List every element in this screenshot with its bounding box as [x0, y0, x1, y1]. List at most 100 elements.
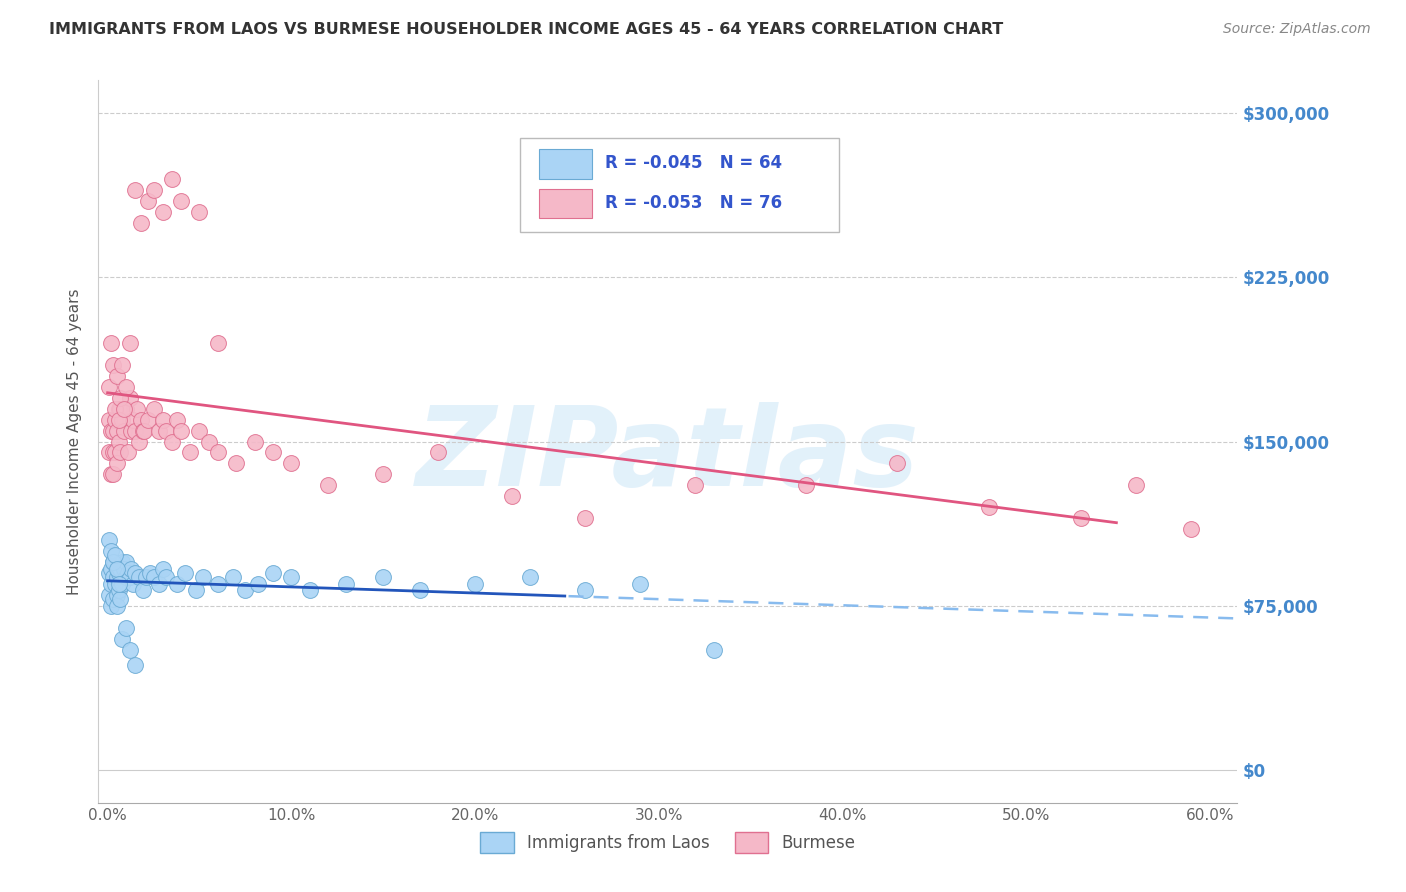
Point — [139, 566, 162, 580]
Point — [280, 570, 302, 584]
FancyBboxPatch shape — [520, 138, 839, 232]
Point — [100, 424, 122, 438]
Text: IMMIGRANTS FROM LAOS VS BURMESE HOUSEHOLDER INCOME AGES 45 - 64 YEARS CORRELATIO: IMMIGRANTS FROM LAOS VS BURMESE HOUSEHOL… — [49, 22, 1004, 37]
Point — [225, 457, 247, 471]
Point — [152, 204, 174, 219]
Point — [98, 566, 121, 580]
Point — [105, 424, 128, 438]
Point — [118, 570, 141, 584]
Point — [115, 401, 138, 416]
Point — [131, 583, 153, 598]
Point — [115, 570, 138, 584]
Point — [100, 561, 122, 575]
Point — [107, 412, 129, 426]
Point — [464, 577, 486, 591]
Point — [104, 549, 127, 563]
Point — [122, 412, 145, 426]
Point — [98, 588, 121, 602]
Point — [262, 566, 284, 580]
Point — [574, 511, 596, 525]
Point — [118, 336, 141, 351]
Point — [155, 424, 177, 438]
Point — [160, 171, 183, 186]
Point — [371, 467, 394, 482]
Text: ZIPatlas: ZIPatlas — [416, 402, 920, 509]
Point — [136, 412, 159, 426]
Point — [155, 570, 177, 584]
Point — [335, 577, 357, 591]
Point — [128, 434, 150, 449]
Point — [134, 424, 156, 438]
Y-axis label: Householder Income Ages 45 - 64 years: Householder Income Ages 45 - 64 years — [67, 288, 83, 595]
Point — [101, 358, 124, 372]
Point — [104, 412, 127, 426]
Point — [148, 424, 170, 438]
Point — [142, 401, 165, 416]
Point — [166, 412, 188, 426]
Point — [98, 533, 121, 547]
Point — [979, 500, 1001, 515]
Point — [115, 555, 138, 569]
Point — [179, 445, 201, 459]
Point — [107, 434, 129, 449]
Point — [104, 401, 127, 416]
Point — [247, 577, 270, 591]
Point — [235, 583, 257, 598]
Point — [188, 204, 211, 219]
Point — [98, 412, 121, 426]
Point — [101, 555, 124, 569]
Point — [104, 577, 127, 591]
Point — [148, 577, 170, 591]
Point — [628, 577, 651, 591]
Point — [117, 445, 139, 459]
Point — [98, 445, 121, 459]
Point — [135, 570, 157, 584]
FancyBboxPatch shape — [538, 189, 592, 219]
Point — [794, 478, 817, 492]
Point — [101, 467, 124, 482]
Point — [111, 358, 134, 372]
Point — [574, 583, 596, 598]
Point — [298, 583, 321, 598]
Point — [105, 561, 128, 575]
Point — [124, 657, 146, 672]
Point — [184, 583, 207, 598]
Point — [112, 561, 135, 575]
Point — [1125, 478, 1147, 492]
Point — [111, 632, 134, 646]
Point — [105, 457, 128, 471]
Point — [124, 566, 146, 580]
Point — [1180, 522, 1202, 536]
Point — [110, 391, 132, 405]
Point — [112, 424, 135, 438]
Point — [280, 457, 302, 471]
Point — [105, 588, 128, 602]
Point — [152, 412, 174, 426]
Point — [519, 570, 541, 584]
Point — [117, 566, 139, 580]
Point — [262, 445, 284, 459]
Point — [128, 570, 150, 584]
Point — [110, 561, 132, 575]
Point — [131, 424, 153, 438]
Point — [100, 336, 122, 351]
Point — [118, 391, 141, 405]
Point — [166, 577, 188, 591]
Point — [111, 577, 134, 591]
Point — [107, 401, 129, 416]
Point — [110, 401, 132, 416]
Point — [115, 621, 138, 635]
Point — [115, 380, 138, 394]
Point — [101, 424, 124, 438]
Point — [118, 642, 141, 657]
Point — [501, 489, 523, 503]
Point — [101, 592, 124, 607]
Point — [101, 555, 124, 569]
Point — [100, 544, 122, 558]
Point — [129, 412, 152, 426]
Point — [886, 457, 908, 471]
Point — [129, 216, 152, 230]
Point — [105, 368, 128, 383]
Point — [110, 592, 132, 607]
Point — [142, 183, 165, 197]
